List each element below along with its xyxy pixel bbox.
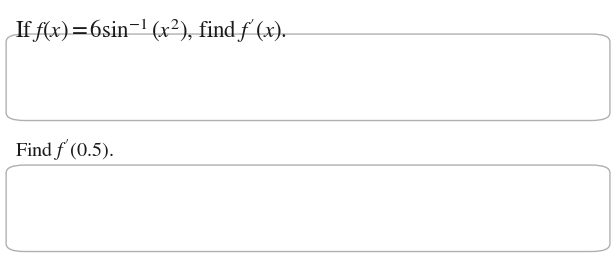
FancyBboxPatch shape — [6, 165, 610, 252]
Text: Find $f^{\prime}(0.5)$.: Find $f^{\prime}(0.5)$. — [15, 138, 115, 164]
FancyBboxPatch shape — [6, 34, 610, 121]
Text: If $f(x) = 6\sin^{-1}(x^2)$, find $f^{\prime}(x)$.: If $f(x) = 6\sin^{-1}(x^2)$, find $f^{\p… — [15, 17, 287, 45]
